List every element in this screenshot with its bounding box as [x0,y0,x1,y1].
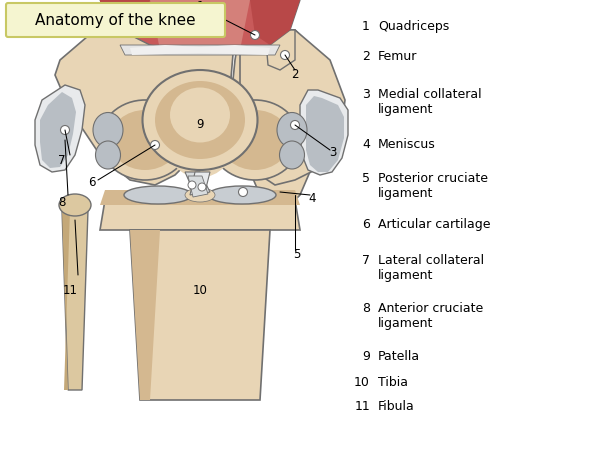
Text: 3: 3 [329,147,337,159]
Text: 2: 2 [362,50,370,63]
Text: Meniscus: Meniscus [378,138,436,151]
Polygon shape [300,90,348,175]
Text: 2: 2 [291,68,299,81]
Ellipse shape [161,21,170,30]
Text: Anatomy of the knee: Anatomy of the knee [35,13,196,27]
Ellipse shape [280,141,305,169]
Text: Lateral collateral
ligament: Lateral collateral ligament [378,254,484,283]
Ellipse shape [110,110,180,170]
Text: Fibula: Fibula [378,400,415,413]
Ellipse shape [239,188,248,197]
Ellipse shape [251,31,260,40]
Ellipse shape [165,103,235,177]
Ellipse shape [290,121,299,130]
Text: 7: 7 [58,153,66,166]
Ellipse shape [61,126,70,135]
Text: 9: 9 [362,350,370,363]
Ellipse shape [208,186,276,204]
Text: 10: 10 [193,284,208,297]
Text: 3: 3 [362,88,370,101]
Text: 9: 9 [196,118,204,131]
Text: Quadriceps: Quadriceps [378,20,449,33]
Polygon shape [100,0,150,30]
Text: Tibia: Tibia [378,376,408,389]
Ellipse shape [59,194,91,216]
Text: Articular cartilage: Articular cartilage [378,218,491,231]
Ellipse shape [124,186,192,204]
Ellipse shape [185,188,215,202]
Ellipse shape [100,100,190,180]
Ellipse shape [151,140,160,149]
Text: Medial collateral
ligament: Medial collateral ligament [378,88,482,117]
Polygon shape [120,45,280,55]
Polygon shape [306,96,344,172]
Ellipse shape [188,181,196,189]
Text: Anterior cruciate
ligament: Anterior cruciate ligament [378,302,483,330]
Polygon shape [40,92,76,168]
Polygon shape [265,30,295,70]
Polygon shape [130,230,270,400]
Polygon shape [190,172,210,195]
Polygon shape [250,0,300,45]
Text: Femur: Femur [378,50,418,63]
Text: 8: 8 [58,195,65,208]
Text: 6: 6 [88,176,96,189]
Polygon shape [240,30,345,185]
Text: 11: 11 [62,284,77,297]
FancyBboxPatch shape [6,3,225,37]
Ellipse shape [155,81,245,159]
Text: 10: 10 [354,376,370,389]
Text: Patella: Patella [378,350,420,363]
Text: Posterior cruciate
ligament: Posterior cruciate ligament [378,172,488,201]
Polygon shape [100,0,300,52]
Polygon shape [130,45,270,55]
Text: 1: 1 [362,20,370,33]
Polygon shape [55,30,235,185]
Ellipse shape [95,141,121,169]
Polygon shape [185,172,210,195]
Text: 5: 5 [362,172,370,185]
Text: 6: 6 [362,218,370,231]
Polygon shape [62,210,70,390]
Ellipse shape [198,183,206,191]
Ellipse shape [191,15,199,24]
Text: 7: 7 [362,254,370,267]
Ellipse shape [210,100,300,180]
Ellipse shape [170,87,230,143]
Ellipse shape [281,50,290,59]
Polygon shape [95,30,330,215]
Polygon shape [62,210,88,390]
Polygon shape [100,200,300,230]
Ellipse shape [277,112,307,148]
Ellipse shape [143,70,257,170]
Polygon shape [188,176,208,197]
Polygon shape [35,85,85,172]
Ellipse shape [93,112,123,148]
Text: 5: 5 [293,248,301,261]
Text: 8: 8 [362,302,370,315]
Ellipse shape [220,110,290,170]
Text: 1: 1 [196,0,204,13]
Polygon shape [130,230,160,400]
Text: 4: 4 [362,138,370,151]
Polygon shape [150,0,250,50]
Polygon shape [100,190,300,205]
Text: 4: 4 [308,192,316,204]
Text: 11: 11 [354,400,370,413]
